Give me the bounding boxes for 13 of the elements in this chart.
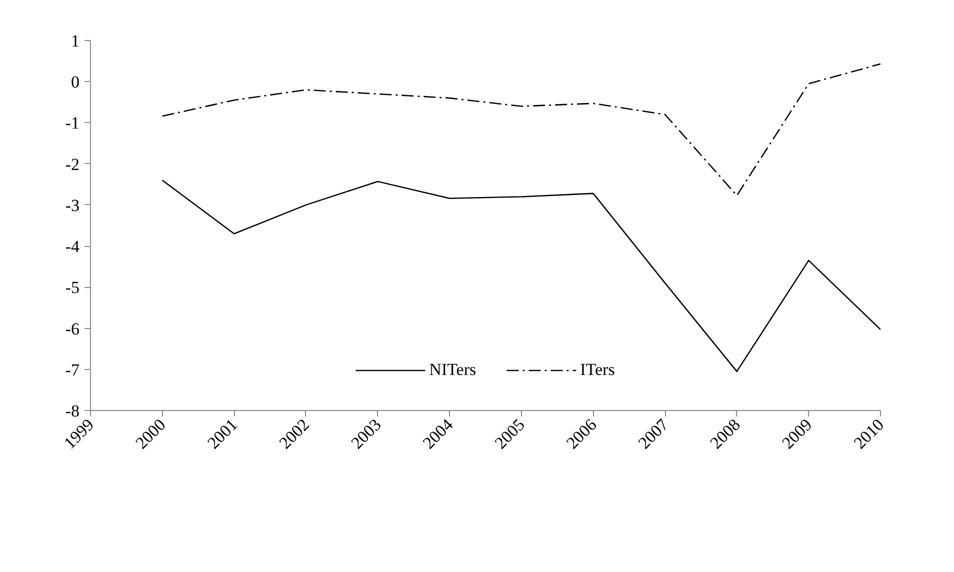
- legend-label: NITers: [429, 360, 476, 380]
- y-tick-label: -7: [65, 360, 80, 380]
- y-tick-label: -8: [65, 402, 80, 420]
- y-tick-label: -6: [65, 319, 80, 338]
- y-tick-label: -1: [65, 114, 80, 133]
- y-tick-label: 0: [71, 72, 80, 92]
- y-tick-label: -3: [65, 196, 80, 215]
- y-tick-label: 1: [71, 32, 80, 50]
- legend-label: ITers: [580, 360, 615, 380]
- line-series: [162, 63, 880, 196]
- y-tick-label: -4: [65, 237, 80, 256]
- y-tick-label: -2: [65, 154, 80, 174]
- y-tick-label: -5: [65, 278, 80, 298]
